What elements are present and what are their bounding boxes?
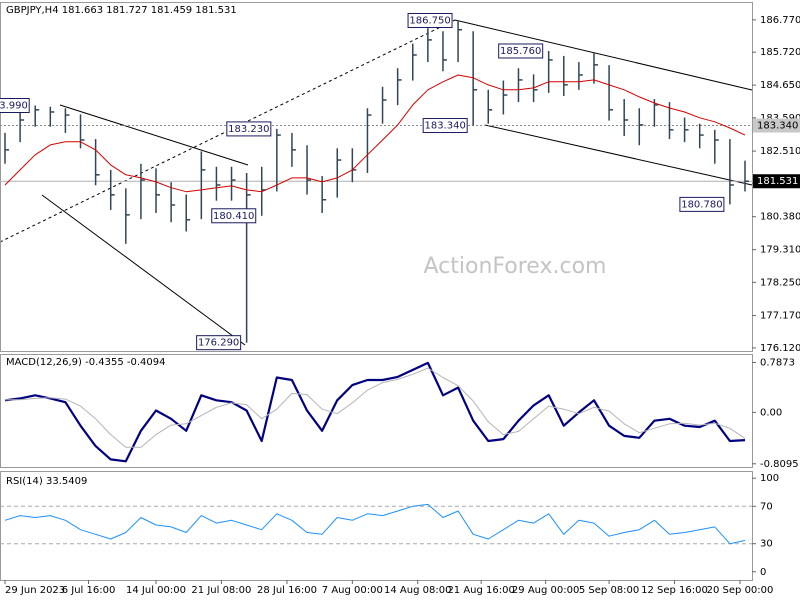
rsi-panel <box>0 471 753 581</box>
trend-line <box>41 194 246 346</box>
y-tick-label: 183.590 <box>760 113 800 124</box>
x-tick-label: 20 Sep 00:00 <box>707 585 774 596</box>
annotation-box <box>211 208 257 224</box>
line <box>4 74 746 193</box>
annotation-label: 183.230 <box>228 124 269 135</box>
y-tick-label: 176.120 <box>760 343 800 354</box>
rsi-title: RSI(14) 33.5409 <box>6 476 87 487</box>
macd-title: MACD(12,26,9) -0.4355 -0.4094 <box>6 357 166 368</box>
annotation-label: 180.410 <box>213 211 254 222</box>
y-tick-label: 30 <box>760 539 773 550</box>
annotation-box <box>422 118 468 134</box>
x-tick-label: 21 Jul 08:00 <box>191 585 251 596</box>
y-tick-label: 0.7873 <box>760 357 795 368</box>
y-tick-label: 184.650 <box>760 80 800 91</box>
h-line-label-box <box>753 118 800 133</box>
annotation-label: 185.760 <box>500 46 541 57</box>
x-tick-label: 29 Aug 00:00 <box>512 585 579 596</box>
y-tick-label: 70 <box>760 501 773 512</box>
h-line-label: 183.340 <box>757 121 798 132</box>
channel-line <box>484 124 753 186</box>
watermark: ActionForex.com <box>424 254 607 279</box>
y-tick-label: 185.720 <box>760 47 800 58</box>
y-tick-label: 0.00 <box>760 407 782 418</box>
x-tick-label: 14 Jul 00:00 <box>126 585 186 596</box>
trend-line <box>59 104 249 166</box>
y-tick-label: 177.170 <box>760 311 800 322</box>
y-tick-label: 100 <box>760 473 779 484</box>
y-tick-label: 0 <box>760 567 766 578</box>
annotation-label: 176.290 <box>198 338 239 349</box>
x-tick-label: 21 Aug 16:00 <box>447 585 514 596</box>
x-tick-label: 29 Jun 2023 <box>5 585 65 596</box>
y-tick-label: 186.770 <box>760 15 800 26</box>
annotation-label: 183.990 <box>0 100 28 111</box>
macd-panel <box>0 354 753 468</box>
annotation-box <box>226 121 272 137</box>
annotation-box <box>498 43 544 59</box>
price-panel <box>0 2 753 352</box>
y-tick-label: 182.510 <box>760 146 800 157</box>
x-tick-label: 7 Aug 00:00 <box>322 585 383 596</box>
channel-line <box>454 19 753 91</box>
price-label-box <box>753 174 800 189</box>
x-tick-label: 14 Aug 08:00 <box>384 585 451 596</box>
y-tick-label: -0.8095 <box>760 459 799 470</box>
line <box>4 361 746 463</box>
x-tick-label: 28 Jul 16:00 <box>257 585 317 596</box>
price-label: 181.531 <box>757 176 798 187</box>
line <box>4 503 746 545</box>
annotation-label: 186.750 <box>409 15 450 26</box>
x-tick-label: 5 Sep 08:00 <box>579 585 639 596</box>
x-tick-label: 12 Sep 16:00 <box>641 585 708 596</box>
annotation-box <box>679 196 725 212</box>
annotation-label: 183.340 <box>424 121 465 132</box>
price-title: GBPJPY,H4 181.663 181.727 181.459 181.53… <box>6 5 237 16</box>
annotation-box <box>196 335 242 351</box>
line <box>5 367 746 448</box>
annotation-box <box>407 12 453 28</box>
y-tick-label: 180.380 <box>760 212 800 223</box>
x-tick-label: 6 Jul 16:00 <box>62 585 116 596</box>
y-tick-label: 178.250 <box>760 277 800 288</box>
y-tick-label: 179.310 <box>760 245 800 256</box>
annotation-label: 180.780 <box>681 199 722 210</box>
annotation-box <box>0 97 30 113</box>
